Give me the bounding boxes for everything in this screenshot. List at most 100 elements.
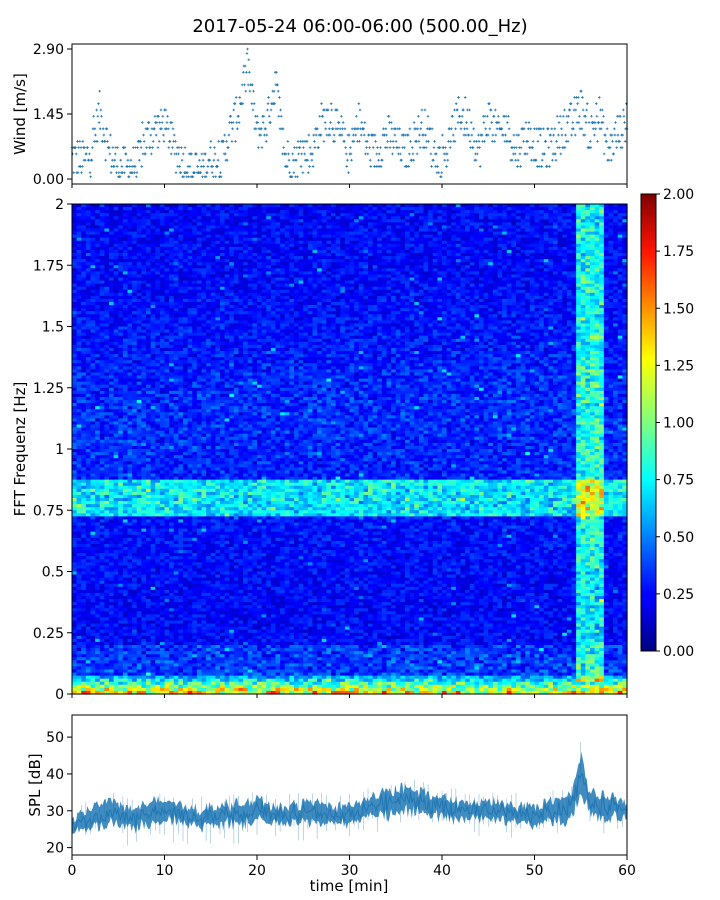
wind-point xyxy=(166,127,170,131)
wind-point xyxy=(99,108,103,112)
wind-point xyxy=(139,146,143,149)
wind-point xyxy=(149,133,153,137)
wind-point xyxy=(306,158,309,162)
wind-point xyxy=(507,127,511,131)
wind-point xyxy=(418,133,421,137)
heatmap-cell xyxy=(72,286,78,291)
wind-plot-frame xyxy=(71,43,628,185)
wind-point xyxy=(313,146,317,149)
wind-point xyxy=(182,175,186,179)
wind-point xyxy=(259,133,263,137)
wind-point xyxy=(155,121,159,124)
wind-point xyxy=(354,133,358,137)
wind-point xyxy=(344,152,348,156)
wind-point xyxy=(618,140,622,143)
wind-point xyxy=(285,165,289,168)
wind-point xyxy=(127,175,131,179)
wind-point xyxy=(539,133,542,137)
wind-point xyxy=(296,175,299,179)
wind-point xyxy=(555,140,558,143)
wind-point xyxy=(427,140,430,143)
wind-point xyxy=(463,96,467,99)
wind-point xyxy=(578,114,581,118)
wind-point xyxy=(468,108,471,112)
wind-point xyxy=(604,133,607,137)
wind-point xyxy=(506,121,509,124)
wind-point xyxy=(102,133,106,137)
wind-point xyxy=(247,58,251,62)
wind-point xyxy=(328,127,331,131)
wind-point xyxy=(132,146,135,149)
wind-point xyxy=(168,140,172,143)
wind-point xyxy=(558,146,561,149)
wind-point xyxy=(460,114,464,118)
heatmap-cell xyxy=(72,298,78,303)
heatmap-cell xyxy=(72,213,78,217)
wind-point xyxy=(462,108,465,112)
wind-point xyxy=(571,121,575,124)
wind-point xyxy=(445,152,449,156)
wind-point xyxy=(478,146,481,149)
wind-point xyxy=(453,140,457,143)
wind-point xyxy=(460,121,463,124)
wind-point xyxy=(312,133,316,137)
wind-point xyxy=(154,133,158,137)
wind-point xyxy=(282,146,285,149)
wind-point xyxy=(554,152,557,156)
wind-point xyxy=(124,152,128,156)
wind-point xyxy=(488,127,492,131)
wind-point xyxy=(419,127,423,131)
wind-point xyxy=(237,114,240,118)
wind-point xyxy=(298,146,302,149)
wind-point xyxy=(350,127,354,131)
wind-point xyxy=(439,175,443,179)
wind-point xyxy=(326,108,330,112)
heatmap-cell xyxy=(72,256,78,260)
heatmap-cell xyxy=(72,207,78,211)
wind-point xyxy=(435,152,438,156)
wind-point xyxy=(302,146,305,149)
heatmap-cell xyxy=(72,323,78,328)
wind-point xyxy=(227,133,231,137)
wind-y-tick-label-0: 0.00 xyxy=(33,172,64,188)
wind-point xyxy=(88,171,92,175)
wind-point xyxy=(453,108,456,112)
wind-point xyxy=(549,140,553,143)
wind-point xyxy=(557,133,560,137)
wind-point xyxy=(238,96,242,99)
wind-point xyxy=(235,121,239,124)
wind-point xyxy=(95,108,98,112)
heatmap-cell xyxy=(72,271,78,276)
wind-point xyxy=(622,114,626,118)
wind-point xyxy=(376,146,379,149)
wind-point xyxy=(236,127,239,131)
wind-point xyxy=(564,133,567,137)
wind-point xyxy=(591,127,595,131)
wind-point xyxy=(177,152,180,156)
wind-point xyxy=(352,133,355,137)
wind-point xyxy=(415,152,419,156)
wind-point xyxy=(211,175,215,179)
wind-point xyxy=(98,89,101,93)
wind-point xyxy=(464,133,468,137)
wind-point xyxy=(566,121,569,124)
wind-point xyxy=(494,133,498,137)
wind-point xyxy=(217,140,221,143)
wind-point xyxy=(180,158,184,162)
wind-point xyxy=(219,171,222,175)
wind-point xyxy=(222,140,225,143)
wind-point xyxy=(515,146,518,149)
heatmap-cell xyxy=(72,219,78,223)
wind-point xyxy=(614,121,617,124)
wind-point xyxy=(311,165,315,168)
wind-point xyxy=(224,152,227,156)
heatmap-cell xyxy=(72,216,78,220)
wind-point xyxy=(181,152,185,156)
wind-point xyxy=(594,127,597,131)
heatmap-cell xyxy=(72,283,78,288)
wind-point xyxy=(480,133,484,137)
wind-point xyxy=(133,165,137,168)
wind-point xyxy=(118,175,122,179)
wind-point xyxy=(343,140,346,143)
wind-point xyxy=(78,140,82,143)
